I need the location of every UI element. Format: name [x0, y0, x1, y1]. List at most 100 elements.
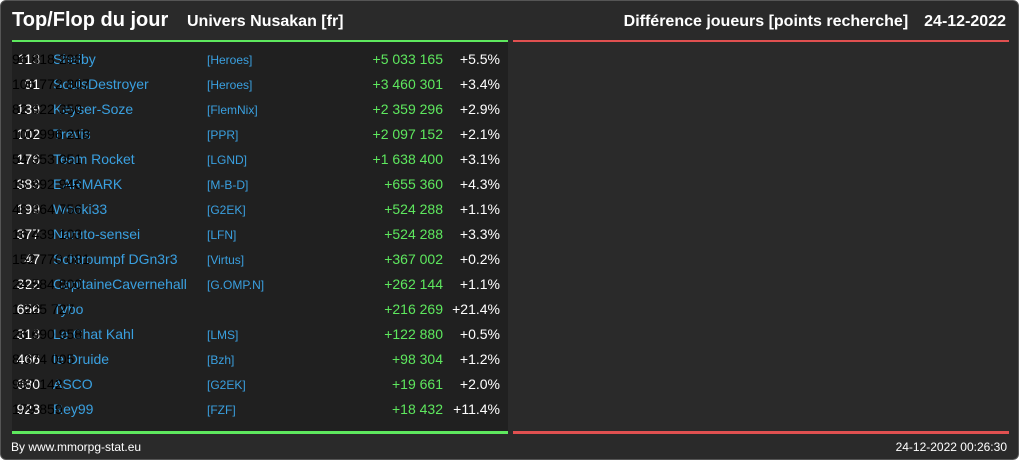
percent-change: +2.0%: [459, 376, 500, 392]
guild-tag-link[interactable]: [LMS]: [207, 328, 239, 342]
player-rank: 176: [16, 151, 40, 167]
player-rank: 383: [16, 176, 40, 192]
player-name-link[interactable]: Shelby: [53, 51, 96, 67]
player-name-link[interactable]: EARMARK: [53, 176, 123, 192]
bottom-divider-gainers: [12, 431, 508, 434]
points-difference: +524 288: [384, 201, 443, 217]
generated-timestamp: 24-12-2022 00:26:30: [895, 440, 1007, 454]
table-row: 176 Team Rocket [LGND] 54 953 051 +1 638 400…: [12, 148, 508, 173]
percent-change: +0.2%: [459, 251, 500, 267]
player-name-link[interactable]: ASCO: [53, 376, 93, 392]
table-row: 383 EARMARK [M-B-D] 15 992 946 +655 360 +4.3%: [12, 173, 508, 198]
player-rank: 313: [16, 326, 40, 342]
player-rank: 377: [16, 226, 40, 242]
player-rank: 466: [16, 351, 40, 367]
player-points: 26 690 958: [12, 326, 83, 342]
guild-tag-link[interactable]: [LGND]: [207, 153, 248, 167]
table-row: 113 Shelby [Heroes] 96 818 298 +5 033 165 +5.…: [12, 48, 508, 73]
guild-tag-link[interactable]: [PPR]: [207, 128, 239, 142]
player-rank: 91: [24, 76, 40, 92]
table-row: 322 CapitaineCavernehall [G.OMP.N] 24 584 8…: [12, 273, 508, 298]
player-rank: 680: [16, 376, 40, 392]
table-row: 656 Tybo 1 225 727 +216 269 +21.4%: [12, 298, 508, 323]
points-difference: +3 460 301: [372, 76, 443, 92]
player-name-link[interactable]: le Druide: [53, 351, 110, 367]
percent-change: +1.1%: [459, 201, 500, 217]
points-difference: +1 638 400: [372, 151, 443, 167]
table-row: 102 Trevis [PPR] 100 996 218 +2 097 152 +2.1%: [12, 123, 508, 148]
player-name-link[interactable]: Team Rocket: [53, 151, 135, 167]
points-difference: +2 097 152: [372, 126, 443, 142]
player-points: 106 772 807: [12, 76, 90, 92]
percent-change: +1.1%: [459, 276, 500, 292]
player-points: 16 439 103: [12, 226, 83, 242]
player-rank: 656: [16, 301, 40, 317]
player-name-link[interactable]: Le Chat Kahl: [53, 326, 134, 342]
player-name-link[interactable]: Rey99: [53, 401, 94, 417]
player-name-link[interactable]: CapitaineCavernehall: [53, 276, 187, 292]
header-right: Différence joueurs [points recherche] 24-…: [624, 13, 1006, 31]
guild-tag-link[interactable]: [LFN]: [207, 228, 237, 242]
points-difference: +2 359 296: [372, 101, 443, 117]
bottom-divider-losers: [513, 431, 1009, 434]
player-name-link[interactable]: Schtroumpf DGn3r3: [53, 251, 178, 267]
site-credit: By www.mmorpg-stat.eu: [11, 440, 142, 454]
header-date: 24-12-2022: [924, 13, 1006, 30]
player-rank: 47: [24, 251, 40, 267]
player-points: 1 225 727: [12, 301, 75, 317]
table-row: 199 Wooki33 [G2EK] 48 864 756 +524 288 +1.1%: [12, 198, 508, 223]
guild-tag-link[interactable]: [Virtus]: [207, 253, 245, 267]
guild-tag-link[interactable]: [Bzh]: [207, 353, 235, 367]
percent-change: +4.3%: [459, 176, 500, 192]
metric-label: Différence joueurs [points recherche]: [623, 13, 909, 30]
player-rank: 199: [16, 201, 40, 217]
table-row: 47 Schtroumpf DGn3r3 [Virtus] 152 770 081 +3…: [12, 248, 508, 273]
top-divider-gainers: [12, 40, 508, 43]
player-name-link[interactable]: Trevis: [53, 126, 91, 142]
points-difference: +262 144: [384, 276, 443, 292]
player-rank: 102: [16, 126, 40, 142]
guild-tag-link[interactable]: [G.OMP.N]: [207, 278, 265, 292]
guild-tag-link[interactable]: [Heroes]: [207, 78, 253, 92]
percent-change: +1.2%: [459, 351, 500, 367]
guild-tag-link[interactable]: [Heroes]: [207, 53, 253, 67]
guild-tag-link[interactable]: [G2EK]: [207, 203, 246, 217]
percent-change: +2.9%: [459, 101, 500, 117]
percent-change: +11.4%: [453, 401, 500, 417]
guild-tag-link[interactable]: [FZF]: [207, 403, 236, 417]
guild-tag-link[interactable]: [G2EK]: [207, 378, 246, 392]
player-points: 8 374 005: [12, 351, 75, 367]
percent-change: +3.4%: [459, 76, 500, 92]
player-points: 82 622 350: [12, 101, 83, 117]
percent-change: +5.5%: [459, 51, 500, 67]
table-row: 377 Naruto-sensei [LFN] 16 439 103 +524 288 +…: [12, 223, 508, 248]
table-row: 313 Le Chat Kahl [LMS] 26 690 958 +122 880 +0…: [12, 323, 508, 348]
player-name-link[interactable]: Keyser-Soze: [53, 101, 134, 117]
universe-subtitle: Univers Nusakan [fr]: [187, 13, 344, 30]
player-rank: 113: [17, 51, 40, 67]
table-row: 466 le Druide [Bzh] 8 374 005 +98 304 +1.2%: [12, 348, 508, 373]
player-name-link[interactable]: Tybo: [53, 301, 84, 317]
losers-panel: [513, 42, 1009, 432]
player-name-link[interactable]: Naruto-sensei: [53, 226, 141, 242]
top-divider-losers: [513, 40, 1009, 43]
player-rank: 139: [16, 101, 40, 117]
player-points: 152 770 081: [12, 251, 90, 267]
player-points: 48 864 756: [12, 201, 83, 217]
guild-tag-link[interactable]: [FlemNix]: [207, 103, 258, 117]
guild-tag-link[interactable]: [M-B-D]: [207, 178, 249, 192]
player-name-link[interactable]: SoulsDestroyer: [53, 76, 149, 92]
gainers-panel: [12, 42, 508, 432]
player-points: 15 992 946: [12, 176, 83, 192]
player-points: 24 584 800: [12, 276, 83, 292]
points-difference: +18 432: [392, 401, 443, 417]
table-row: 923 Rey99 [FZF] 179 859 +18 432 +11.4%: [12, 398, 508, 423]
player-name-link[interactable]: Wooki33: [53, 201, 108, 217]
percent-change: +3.1%: [459, 151, 500, 167]
table-row: 139 Keyser-Soze [FlemNix] 82 622 350 +2 359 …: [12, 98, 508, 123]
points-difference: +655 360: [384, 176, 443, 192]
player-rank: 923: [16, 401, 40, 417]
player-points: 54 953 051: [12, 151, 83, 167]
page-title: Top/Flop du jour: [12, 9, 169, 31]
